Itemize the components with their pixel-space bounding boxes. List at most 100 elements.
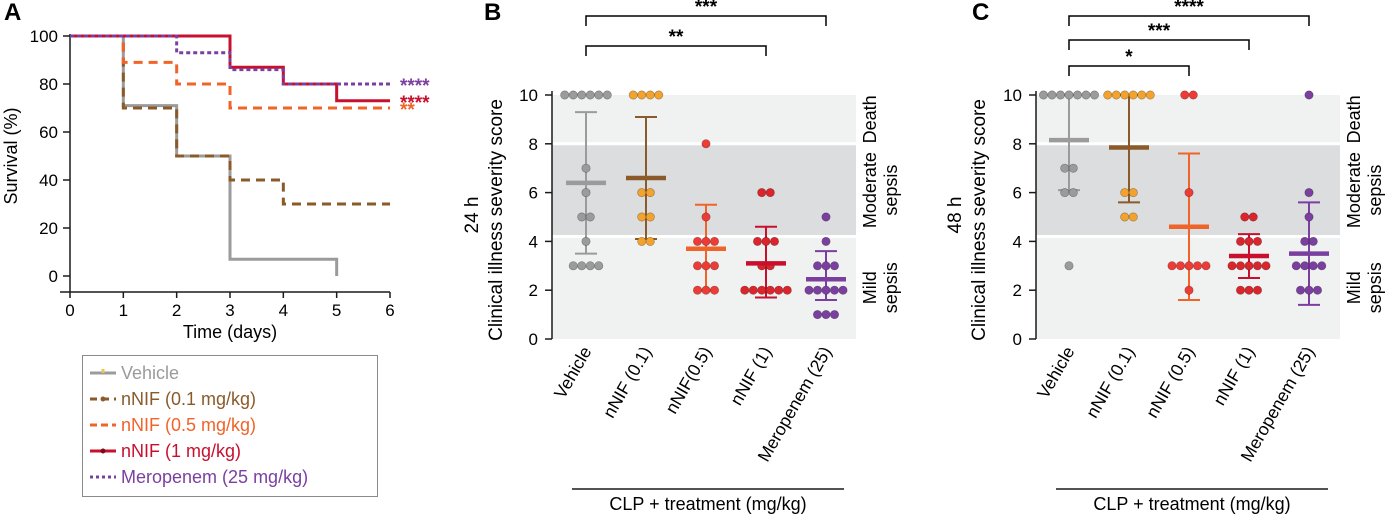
data-point-nnif05: [701, 139, 711, 149]
severity-band: [552, 143, 856, 237]
panel-label-b: B: [484, 0, 501, 26]
data-point-nnif01: [637, 212, 647, 222]
y-tick-label: 0: [529, 330, 538, 349]
data-point-nnif01: [1128, 212, 1138, 222]
data-point-nnif05: [1167, 261, 1177, 271]
data-point-vehicle: [577, 212, 587, 222]
data-point-meropenem: [821, 261, 831, 271]
data-point-meropenem: [812, 261, 822, 271]
data-point-vehicle: [1068, 163, 1078, 173]
category-label: nNIF (0.1): [1082, 343, 1139, 421]
data-point-nnif01: [1145, 90, 1155, 100]
y-axis-title: Survival (%): [1, 107, 21, 204]
data-point-vehicle: [1073, 90, 1083, 100]
data-point-vehicle: [1068, 188, 1078, 198]
data-point-nnif05: [1201, 261, 1211, 271]
x-tick-label: 6: [385, 301, 394, 320]
data-point-nnif05: [1180, 90, 1190, 100]
data-point-vehicle: [1056, 90, 1066, 100]
data-point-vehicle: [1060, 163, 1070, 173]
data-point-nnif1: [765, 285, 775, 295]
legend-label-nnif01: nNIF (0.1 mg/kg): [121, 389, 257, 409]
significance-bracket: [1068, 65, 1190, 76]
y-tick-label: 4: [529, 232, 538, 251]
data-point-nnif01: [1137, 90, 1147, 100]
data-point-vehicle: [594, 90, 604, 100]
band-label: Death: [860, 95, 880, 143]
category-label: Vehicle: [1033, 343, 1079, 402]
y-tick-label: 20: [39, 219, 58, 238]
data-point-nnif1: [752, 236, 762, 246]
significance-bracket: [585, 15, 827, 26]
data-point-meropenem: [821, 310, 831, 320]
data-point-nnif1: [1236, 285, 1246, 295]
data-point-nnif05: [701, 261, 711, 271]
data-point-nnif1: [782, 285, 792, 295]
data-point-meropenem: [821, 236, 831, 246]
data-point-meropenem: [1304, 285, 1314, 295]
data-point-nnif05: [1184, 285, 1194, 295]
timepoint-label: 48 h: [945, 197, 966, 234]
band-label: Mild: [1344, 271, 1364, 304]
data-point-vehicle: [1064, 261, 1074, 271]
data-point-vehicle: [577, 90, 587, 100]
y-tick-label: 2: [529, 281, 538, 300]
data-point-nnif01: [637, 188, 647, 198]
km-series-vehicle: [70, 34, 339, 276]
data-point-meropenem: [1304, 212, 1314, 222]
data-point-meropenem: [1304, 188, 1314, 198]
data-point-vehicle: [585, 90, 595, 100]
data-point-vehicle: [581, 188, 591, 198]
y-tick-label: 10: [519, 86, 538, 105]
data-point-meropenem: [812, 310, 822, 320]
data-point-nnif1: [1248, 212, 1258, 222]
data-point-nnif05: [692, 236, 702, 246]
data-point-vehicle: [585, 212, 595, 222]
data-point-nnif05: [701, 285, 711, 295]
significance-bracket: [1068, 39, 1250, 50]
data-point-meropenem: [1313, 285, 1323, 295]
legend-label-meropenem: Meropenem (25 mg/kg): [121, 467, 309, 487]
data-point-meropenem: [1300, 261, 1310, 271]
significance-stars: ****: [1174, 0, 1204, 18]
significance-stars: ***: [695, 0, 718, 18]
data-point-nnif01: [645, 188, 655, 198]
panel-b: 0 2 4 6 8 10 Clinical illness severity score24…: [462, 0, 901, 514]
legend-swatch-meropenem: [90, 475, 116, 479]
y-tick-label: 80: [39, 75, 58, 94]
y-tick-label: 0: [1013, 330, 1022, 349]
data-point-nnif05: [692, 261, 702, 271]
significance-stars: ***: [1148, 21, 1171, 42]
x-tick-label: 5: [332, 301, 341, 320]
y-tick-label: 0: [49, 267, 58, 286]
data-point-nnif1: [1244, 285, 1254, 295]
km-series-nnif05: [70, 34, 390, 110]
data-point-nnif1: [765, 188, 775, 198]
legend-swatch-nnif01: [90, 396, 116, 402]
data-point-nnif1: [1240, 212, 1250, 222]
data-point-nnif01: [645, 236, 655, 246]
category-label: nNIF(0.5): [661, 343, 715, 417]
data-point-vehicle: [1081, 90, 1091, 100]
data-point-meropenem: [829, 261, 839, 271]
data-point-meropenem: [829, 310, 839, 320]
data-point-nnif01: [645, 90, 655, 100]
data-point-nnif01: [1128, 90, 1138, 100]
band-label: Death: [1344, 95, 1364, 143]
data-point-meropenem: [812, 285, 822, 295]
significance-meropenem: ****: [400, 76, 430, 97]
legend-item-nnif01: nNIF (0.1 mg/kg): [89, 387, 373, 411]
y-tick-label: 6: [1013, 184, 1022, 203]
data-point-vehicle: [594, 261, 604, 271]
band-label: Mild: [860, 271, 880, 304]
data-point-nnif1: [1253, 236, 1263, 246]
legend-item-vehicle: Vehicle: [89, 361, 373, 385]
significance-stars: *: [1125, 47, 1133, 68]
y-tick-label: 100: [30, 27, 58, 46]
category-label: Vehicle: [550, 343, 596, 402]
data-point-vehicle: [1039, 90, 1049, 100]
data-point-meropenem: [1296, 285, 1306, 295]
data-point-nnif05: [1184, 261, 1194, 271]
data-point-nnif05: [692, 285, 702, 295]
